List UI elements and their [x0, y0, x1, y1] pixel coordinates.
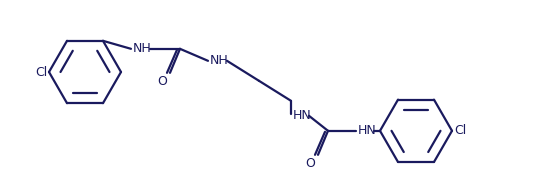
Text: NH: NH: [133, 42, 152, 55]
Text: O: O: [305, 157, 315, 170]
Text: O: O: [157, 75, 167, 88]
Text: Cl: Cl: [454, 124, 466, 137]
Text: HN: HN: [358, 124, 377, 137]
Text: Cl: Cl: [35, 65, 47, 78]
Text: NH: NH: [210, 54, 228, 67]
Text: HN: HN: [293, 109, 312, 122]
